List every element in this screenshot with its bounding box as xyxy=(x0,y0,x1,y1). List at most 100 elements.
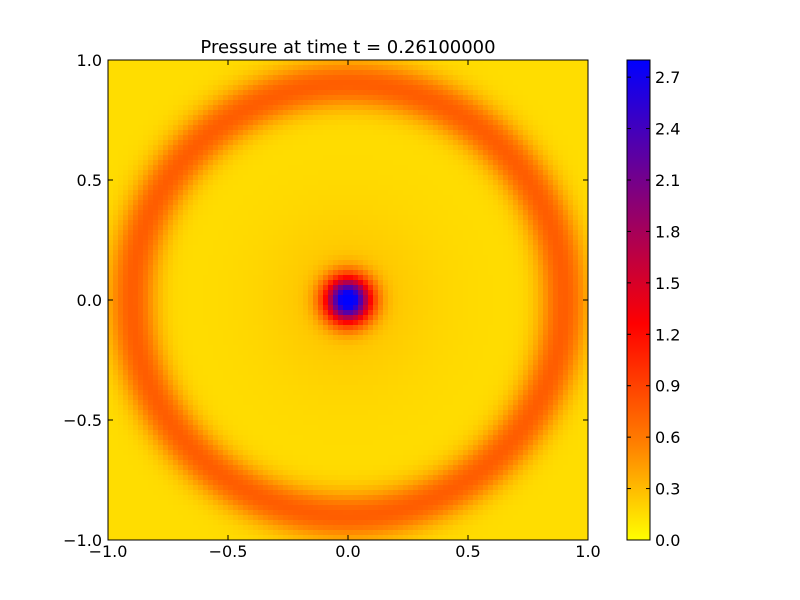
heatmap-cell xyxy=(223,230,229,236)
heatmap-cell xyxy=(198,135,204,141)
heatmap-cell xyxy=(488,70,494,76)
heatmap-cell xyxy=(383,90,389,96)
heatmap-cell xyxy=(443,315,449,321)
heatmap-cell xyxy=(528,250,534,256)
heatmap-cell xyxy=(118,120,124,126)
heatmap-cell xyxy=(383,230,389,236)
heatmap-cell xyxy=(528,125,534,131)
heatmap-cell xyxy=(573,250,579,256)
heatmap-cell xyxy=(533,220,539,226)
heatmap-cell xyxy=(408,240,414,246)
heatmap-cell xyxy=(288,75,294,81)
heatmap-cell xyxy=(333,275,339,281)
heatmap-cell xyxy=(208,70,214,76)
heatmap-cell xyxy=(503,200,509,206)
heatmap-cell xyxy=(293,195,299,201)
heatmap-cell xyxy=(373,80,379,86)
heatmap-cell xyxy=(118,160,124,166)
heatmap-cell xyxy=(438,145,444,151)
heatmap-cell xyxy=(338,110,344,116)
heatmap-cell xyxy=(343,80,349,86)
heatmap-cell xyxy=(533,275,539,281)
heatmap-cell xyxy=(363,70,369,76)
heatmap-cell xyxy=(433,205,439,211)
heatmap-cell xyxy=(583,115,588,121)
heatmap-cell xyxy=(483,90,489,96)
heatmap-cell xyxy=(413,160,419,166)
heatmap-cell xyxy=(108,140,114,146)
heatmap-cell xyxy=(543,170,549,176)
heatmap-cell xyxy=(433,85,439,91)
heatmap-cell xyxy=(578,300,584,306)
heatmap-cell xyxy=(133,245,139,251)
heatmap-cell xyxy=(483,190,489,196)
heatmap-cell xyxy=(423,155,429,161)
heatmap-cell xyxy=(193,165,199,171)
heatmap-cell xyxy=(478,285,484,291)
heatmap-cell xyxy=(468,260,474,266)
heatmap-cell xyxy=(113,140,119,146)
heatmap-cell xyxy=(313,270,319,276)
heatmap-cell xyxy=(253,205,259,211)
heatmap-cell xyxy=(108,65,114,71)
heatmap-cell xyxy=(453,75,459,81)
heatmap-cell xyxy=(113,280,119,286)
heatmap-cell xyxy=(523,155,529,161)
heatmap-cell xyxy=(123,300,129,306)
heatmap-cell xyxy=(268,120,274,126)
heatmap-cell xyxy=(213,250,219,256)
heatmap-cell xyxy=(108,120,114,126)
heatmap-cell xyxy=(523,315,529,321)
heatmap-cell xyxy=(138,180,144,186)
heatmap-cell xyxy=(198,165,204,171)
heatmap-cell xyxy=(188,160,194,166)
heatmap-cell xyxy=(258,85,264,91)
heatmap-cell xyxy=(313,140,319,146)
heatmap-cell xyxy=(433,120,439,126)
heatmap-cell xyxy=(198,225,204,231)
heatmap-cell xyxy=(133,305,139,311)
heatmap-cell xyxy=(303,180,309,186)
heatmap-cell xyxy=(428,280,434,286)
heatmap-cell xyxy=(398,275,404,281)
heatmap-cell xyxy=(458,205,464,211)
heatmap-cell xyxy=(193,195,199,201)
heatmap-cell xyxy=(543,120,549,126)
heatmap-cell xyxy=(373,120,379,126)
heatmap-cell xyxy=(183,240,189,246)
heatmap-cell xyxy=(353,290,359,296)
heatmap-cell xyxy=(378,270,384,276)
heatmap-cell xyxy=(418,110,424,116)
heatmap-cell xyxy=(563,130,569,136)
heatmap-cell xyxy=(213,245,219,251)
heatmap-cell xyxy=(143,80,149,86)
heatmap-cell xyxy=(488,185,494,191)
heatmap-cell xyxy=(108,85,114,91)
heatmap-cell xyxy=(393,110,399,116)
heatmap-cell xyxy=(368,245,374,251)
heatmap-cell xyxy=(548,105,554,111)
heatmap-cell xyxy=(213,175,219,181)
heatmap-cell xyxy=(128,90,134,96)
heatmap-cell xyxy=(383,310,389,316)
heatmap-cell xyxy=(193,140,199,146)
heatmap-cell xyxy=(483,230,489,236)
heatmap-cell xyxy=(148,170,154,176)
heatmap-cell xyxy=(343,145,349,151)
heatmap-cell xyxy=(393,250,399,256)
heatmap-cell xyxy=(233,280,239,286)
heatmap-cell xyxy=(433,295,439,301)
heatmap-cell xyxy=(258,220,264,226)
heatmap-cell xyxy=(498,170,504,176)
heatmap-cell xyxy=(528,315,534,321)
heatmap-cell xyxy=(448,60,454,66)
heatmap-cell xyxy=(403,155,409,161)
heatmap-cell xyxy=(488,190,494,196)
heatmap-cell xyxy=(558,250,564,256)
heatmap-cell xyxy=(278,190,284,196)
heatmap-cell xyxy=(228,310,234,316)
heatmap-cell xyxy=(453,65,459,71)
heatmap-cell xyxy=(553,120,559,126)
heatmap-cell xyxy=(478,310,484,316)
heatmap-cell xyxy=(448,125,454,131)
